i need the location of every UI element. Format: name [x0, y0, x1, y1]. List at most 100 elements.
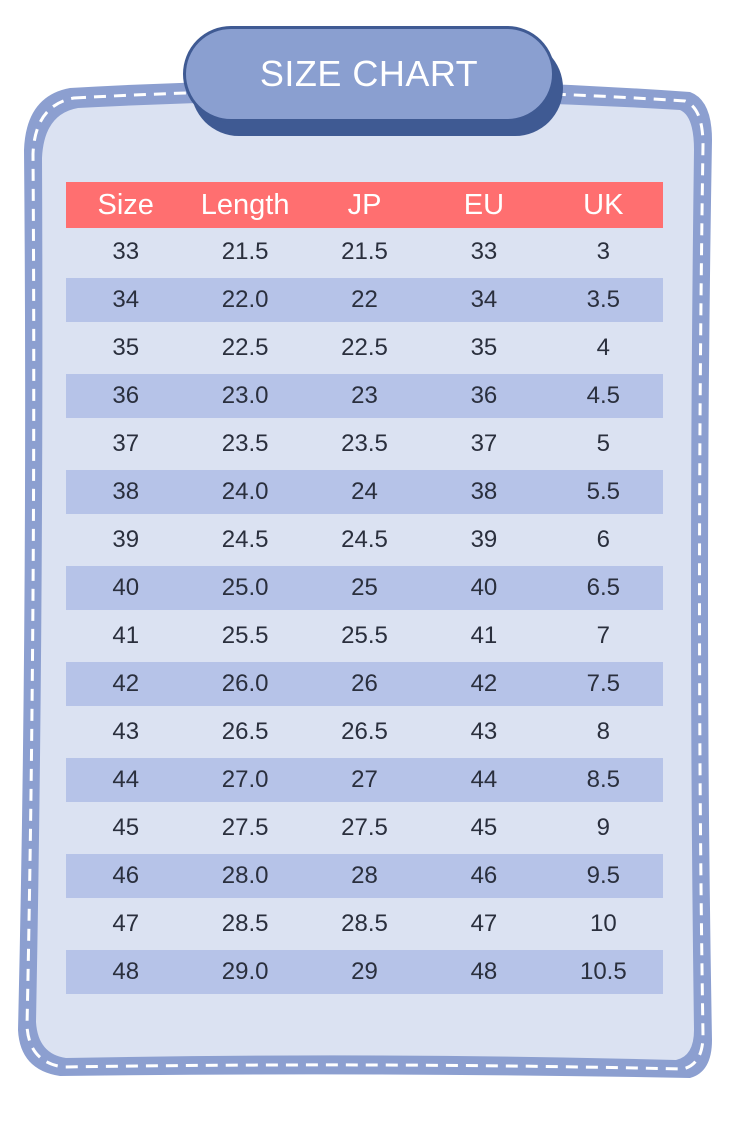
cell-size: 47: [112, 910, 140, 937]
header-cell-jp: JP: [347, 188, 382, 221]
cell-eu: 35: [470, 334, 498, 361]
table-body: 33 21.5 21.5 33 3 34 22.0 22 34 3.5 35 22.5 22.5 35 4 3…: [66, 228, 663, 994]
header-cell-uk: UK: [583, 188, 624, 221]
cell-uk: 4: [596, 334, 610, 361]
cell-size: 36: [112, 382, 140, 409]
cell-jp: 22.5: [341, 334, 388, 361]
cell-uk: 8.5: [586, 766, 621, 793]
cell-length: 27.5: [221, 814, 269, 841]
cell-eu: 37: [470, 430, 498, 457]
cell-size: 41: [112, 622, 140, 649]
cell-eu: 42: [470, 670, 498, 697]
table-row: 41 25.5 25.5 41 7: [66, 612, 663, 660]
cell-length: 29.0: [221, 958, 269, 985]
cell-length: 27.0: [221, 766, 269, 793]
table-row: 46 28.0 28 46 9.5: [66, 854, 663, 898]
frame-stitch: [25, 88, 705, 1071]
cell-size: 44: [112, 766, 140, 793]
cell-uk: 8: [596, 718, 610, 745]
cell-uk: 7.5: [586, 670, 621, 697]
table-row: 34 22.0 22 34 3.5: [66, 278, 663, 322]
table-row: 38 24.0 24 38 5.5: [66, 470, 663, 514]
cell-eu: 41: [470, 622, 498, 649]
cell-length: 23.0: [221, 382, 269, 409]
cell-jp: 24: [351, 478, 378, 505]
cell-uk: 9.5: [586, 862, 621, 889]
cell-size: 48: [112, 958, 140, 985]
size-table: Size Length JP EU UK 33 21.5 21.5 33 3 34 22.0…: [66, 182, 663, 996]
cell-length: 24.0: [221, 478, 269, 505]
cell-eu: 43: [470, 718, 498, 745]
cell-size: 39: [112, 526, 140, 553]
header-cell-length: Length: [200, 188, 290, 221]
cell-length: 25.0: [221, 574, 269, 601]
cell-eu: 34: [470, 286, 498, 313]
cell-jp: 26.5: [341, 718, 388, 745]
cell-jp: 26: [351, 670, 378, 697]
cell-uk: 9: [596, 814, 610, 841]
cell-uk: 10: [589, 910, 617, 937]
cell-size: 42: [112, 670, 140, 697]
cell-uk: 5.5: [586, 478, 621, 505]
table-row: 36 23.0 23 36 4.5: [66, 374, 663, 418]
table-row: 47 28.5 28.5 47 10: [66, 900, 663, 948]
header-cell-eu: EU: [463, 188, 505, 221]
cell-jp: 22: [351, 286, 378, 313]
cell-jp: 23.5: [341, 430, 388, 457]
cell-length: 28.5: [221, 910, 269, 937]
cell-eu: 36: [470, 382, 498, 409]
cell-eu: 46: [470, 862, 498, 889]
table-row: 44 27.0 27 44 8.5: [66, 758, 663, 802]
cell-uk: 3: [596, 238, 610, 265]
cell-length: 28.0: [221, 862, 269, 889]
cell-eu: 47: [470, 910, 498, 937]
cell-length: 25.5: [221, 622, 269, 649]
cell-eu: 48: [470, 958, 498, 985]
cell-eu: 45: [470, 814, 498, 841]
cell-jp: 25: [351, 574, 378, 601]
table-row: 48 29.0 29 48 10.5: [66, 950, 663, 994]
cell-length: 26.0: [221, 670, 269, 697]
table-row: 35 22.5 22.5 35 4: [66, 324, 663, 372]
cell-jp: 23: [351, 382, 378, 409]
cell-length: 23.5: [221, 430, 269, 457]
table-row: 33 21.5 21.5 33 3: [66, 228, 663, 276]
table-row: 42 26.0 26 42 7.5: [66, 662, 663, 706]
cell-length: 26.5: [221, 718, 269, 745]
cell-size: 43: [112, 718, 140, 745]
cell-jp: 28.5: [341, 910, 388, 937]
page-title: SIZE CHART: [183, 26, 555, 122]
table-row: 39 24.5 24.5 39 6: [66, 516, 663, 564]
table-row: 43 26.5 26.5 43 8: [66, 708, 663, 756]
table-row: 45 27.5 27.5 45 9: [66, 804, 663, 852]
cell-length: 22.5: [221, 334, 269, 361]
cell-eu: 39: [470, 526, 498, 553]
cell-uk: 6: [596, 526, 610, 553]
cell-jp: 28: [351, 862, 378, 889]
cell-jp: 27.5: [341, 814, 388, 841]
cell-size: 35: [112, 334, 140, 361]
cell-size: 34: [112, 286, 140, 313]
title-badge: SIZE CHART: [183, 26, 565, 136]
cell-size: 38: [112, 478, 140, 505]
cell-jp: 24.5: [341, 526, 388, 553]
cell-eu: 40: [470, 574, 498, 601]
cell-uk: 10.5: [579, 958, 627, 985]
cell-size: 33: [112, 238, 140, 265]
cell-length: 24.5: [221, 526, 269, 553]
header-cell-size: Size: [97, 188, 154, 221]
cell-uk: 3.5: [586, 286, 621, 313]
cell-eu: 38: [470, 478, 498, 505]
cell-length: 22.0: [221, 286, 269, 313]
cell-eu: 44: [470, 766, 498, 793]
cell-size: 40: [112, 574, 140, 601]
table-row: 37 23.5 23.5 37 5: [66, 420, 663, 468]
cell-uk: 7: [596, 622, 610, 649]
table-row: 40 25.0 25 40 6.5: [66, 566, 663, 610]
cell-length: 21.5: [221, 238, 269, 265]
cell-uk: 4.5: [586, 382, 621, 409]
cell-jp: 21.5: [341, 238, 388, 265]
cell-jp: 27: [351, 766, 378, 793]
cell-size: 45: [112, 814, 140, 841]
cell-jp: 29: [351, 958, 378, 985]
